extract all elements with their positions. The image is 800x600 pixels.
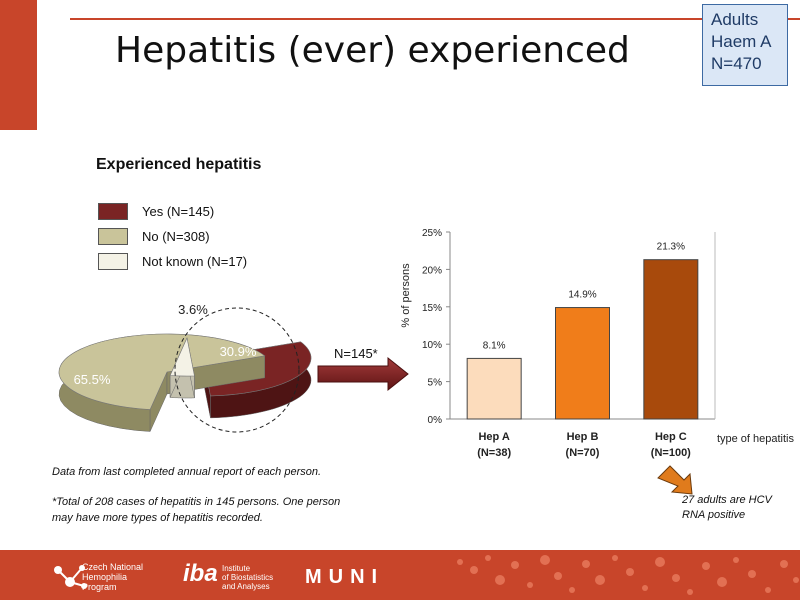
bar-hep-b [555,307,610,420]
footer-dot-pattern [457,555,799,595]
title-rule [70,18,800,20]
pie-label-not-known: 3.6% [178,302,208,317]
legend-item-not-known: Not known (N=17) [98,249,247,274]
legend-label-no: No (N=308) [142,229,210,244]
bar-data-label: 8.1% [483,340,506,351]
legend-swatch-not-known [98,253,128,270]
highlight-dashed-circle [174,307,300,433]
legend-label-yes: Yes (N=145) [142,204,215,219]
cohort-line-2: Haem A [711,32,772,51]
iba-logo-text: Institute of Biostatistics and Analyses [222,564,273,591]
logo2-line-3: and Analyses [222,582,270,591]
total-cases-note: *Total of 208 cases of hepatitis in 145 … [52,496,341,524]
iba-logo-mark: iba [183,560,218,587]
logo1-line-1: Czech National [82,562,144,572]
data-source-note: Data from last completed annual report o… [52,466,322,478]
x-tick-sublabel: (N=100) [651,447,691,459]
x-tick-sublabel: (N=70) [566,447,600,459]
bar-data-label: 21.3% [657,242,685,253]
left-accent-bar [0,0,37,130]
footer-bar: Czech National Hemophilia Program iba In… [0,550,800,600]
logo1-line-2: Hemophilia [82,572,128,582]
y-tick-label: 20% [422,265,442,276]
pie-chart-title: Experienced hepatitis [96,156,262,173]
y-tick-label: 5% [428,378,443,389]
arrow-label: N=145* [334,346,378,361]
logo2-line-2: of Biostatistics [222,573,274,582]
cohort-line-3: N=470 [711,54,762,73]
slide-title: Hepatitis (ever) experienced [115,30,630,71]
x-tick-label: Hep A [478,431,509,443]
bar-hep-a [466,357,522,420]
cohort-line-1: Adults [711,10,759,29]
legend-swatch-no [98,228,128,245]
hemophilia-program-logo-text: Czech National Hemophilia Program [82,562,143,592]
legend-item-yes: Yes (N=145) [98,199,247,224]
x-tick-sublabel: (N=38) [477,447,511,459]
x-tick-label: Hep B [567,431,599,443]
y-axis-label: % of persons [400,263,412,328]
muni-logo: MUNI [305,566,385,588]
pie-slice-not-known [169,337,195,399]
pie-legend: Yes (N=145) No (N=308) Not known (N=17) [98,199,247,274]
pie-label-yes: 30.9% [220,344,257,359]
legend-label-not-known: Not known (N=17) [142,254,248,269]
x-tick-label: Hep C [655,431,687,443]
logo1-line-3: Program [82,582,117,592]
legend-item-no: No (N=308) [98,224,247,249]
y-tick-label: 15% [422,303,442,314]
y-tick-label: 10% [422,340,442,351]
pie-label-no: 65.5% [74,372,111,387]
bar-hep-c [643,259,699,420]
y-tick-label: 25% [422,228,442,239]
logo2-line-1: Institute [222,564,251,573]
hcv-note: 27 adults are HCV RNA positive [682,494,772,521]
cohort-box: Adults Haem A N=470 [702,4,788,86]
legend-swatch-yes [98,203,128,220]
x-axis-label: type of hepatitis [717,433,795,445]
bar-data-label: 14.9% [568,290,596,301]
hemophilia-program-logo-icon [54,565,87,589]
y-tick-label: 0% [428,415,443,426]
